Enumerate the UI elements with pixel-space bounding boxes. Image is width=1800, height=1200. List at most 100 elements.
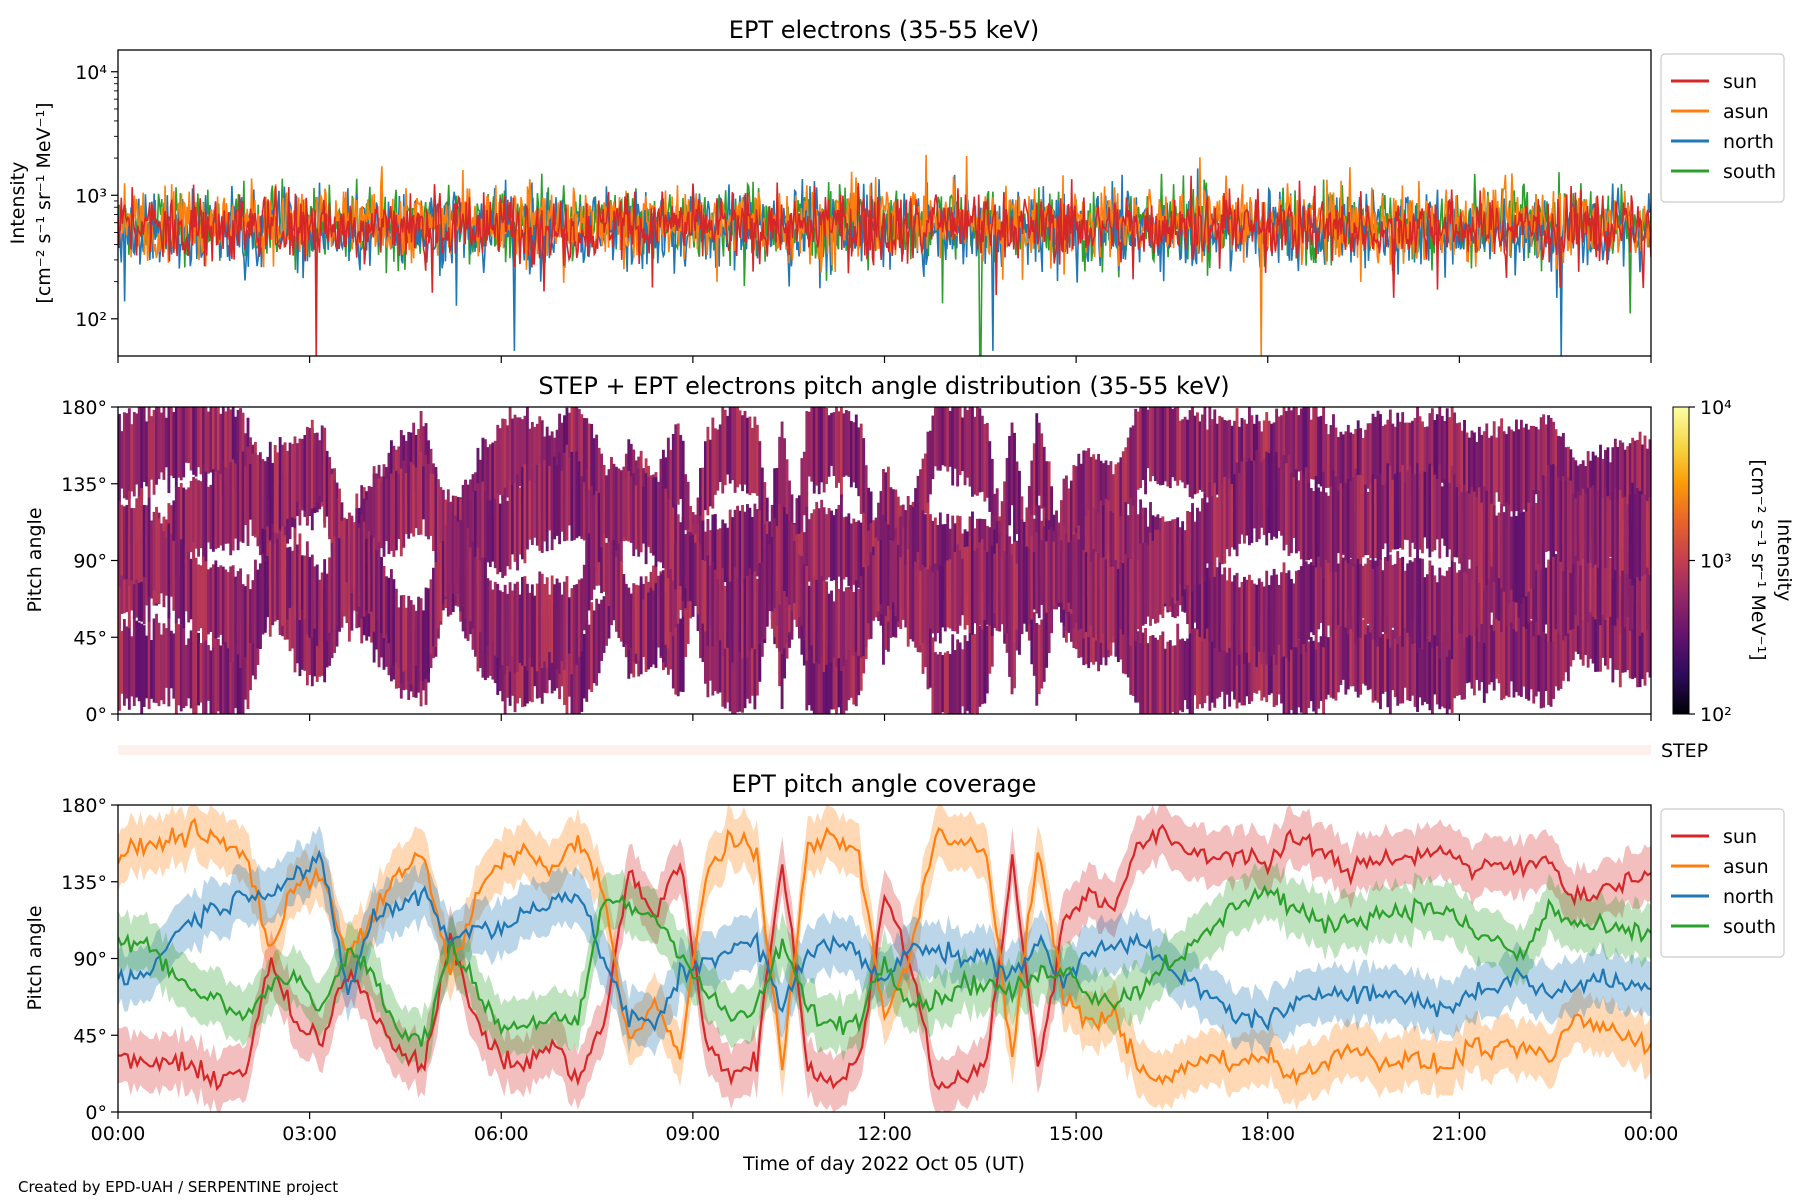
pad-cell [844,636,848,711]
pad-cell [1297,480,1301,552]
pad-cell [852,636,856,705]
pad-cell [1371,474,1375,569]
pad-cell [1628,494,1632,579]
pad-cell [941,655,945,713]
pad-cell [1223,419,1227,499]
pad-cell [746,504,749,578]
pad-cell [731,407,735,481]
pad-cell [1552,542,1555,642]
pad-cell [1134,496,1138,584]
pad-cell [118,500,121,588]
pad-cell [451,505,455,595]
pad-cell [288,546,292,609]
pad-cell [1547,465,1551,552]
pad-cell [137,407,141,500]
pad-cell [187,487,191,558]
pad-cell [1087,555,1091,638]
pad-cell [1336,490,1340,554]
coverage-x-tick-label: 18:00 [1240,1123,1295,1145]
pad-cell [1527,607,1531,701]
pad-cell [1344,547,1348,628]
pad-cell [684,534,688,589]
pad-cell [901,553,905,620]
pad-cell [523,626,527,707]
pad-cell [323,559,327,649]
pad-cell [1611,541,1615,626]
pad-cell [1495,437,1499,493]
pad-cell [1290,642,1293,711]
pad-cell [1633,494,1637,579]
pad-cell [708,530,712,591]
pad-cell [711,514,715,598]
pad-cell [582,418,586,492]
pad-cell [1109,566,1113,643]
pad-cell [736,505,740,589]
pad-cell [958,550,962,626]
pad-cell [1468,437,1471,510]
pad-cell [1641,494,1644,577]
pad-cell [849,523,853,592]
pad-cell [1490,503,1494,567]
pad-cell [738,410,742,485]
pad-cell [1131,550,1135,637]
pad-cell [291,585,294,649]
pad-cell [1341,434,1345,514]
pad-cell [392,469,396,557]
pad-cell [424,455,428,537]
pad-cell [318,618,322,677]
pad-cell [281,530,285,626]
pad-cell [182,487,186,572]
pad-cell [214,637,218,714]
pad-cell [1408,560,1412,637]
pad-cell [995,543,999,631]
pad-cell [483,557,487,654]
pad-cell [436,479,440,551]
pad-cell [580,578,584,652]
pad-cell [1482,486,1486,591]
pad-cell [916,552,920,653]
pad-cell [1074,532,1078,624]
pad-cell [1445,618,1449,714]
pad-cell [1181,638,1185,713]
pad-cell [592,610,596,684]
pad-cell [676,514,680,586]
pad-cell [1260,581,1264,664]
pad-cell [266,456,270,527]
pad-cell [130,508,134,581]
pad-cell [1646,606,1649,673]
pad-cell [286,450,290,519]
pad-cell [1440,638,1444,707]
pad-cell [1542,618,1546,708]
pad-cell [1252,583,1256,647]
pad-cell [993,553,997,614]
pad-cell [167,523,171,619]
pad-cell [1109,461,1113,545]
pad-cell [456,521,460,594]
pad-cell [268,542,272,637]
pad-cell [721,567,725,657]
pad-cell [1393,473,1397,550]
pad-cell [605,542,608,595]
pad-cell [805,618,809,711]
pad-cell [1250,460,1254,543]
pad-cell [414,610,418,666]
pad-cell [990,545,994,637]
pad-cell [1495,515,1499,579]
pad-cell [1250,580,1254,657]
pad-cell [1361,565,1365,619]
pad-cell [1537,614,1541,692]
pad-cell [805,506,809,596]
pad-cell [849,420,853,488]
pad-cell [419,452,423,535]
pad-cell [1613,438,1617,532]
pad-cell [1413,417,1417,505]
pad-cell [1586,487,1590,563]
pad-cell [1341,609,1345,680]
pad-cell [1146,643,1150,714]
pad-cell [1186,419,1190,485]
pad-cell [219,565,223,635]
pad-cell [676,619,680,697]
pad-cell [511,484,515,555]
pad-cell [1013,432,1016,528]
pad-plot-area [118,407,1651,714]
